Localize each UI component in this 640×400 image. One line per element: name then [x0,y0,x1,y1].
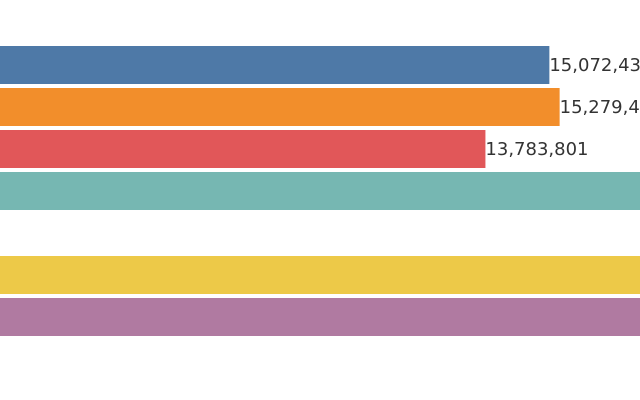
value-label: 15,072,430 [549,55,640,76]
bar [0,88,560,126]
value-label: 15,279,400 [560,97,640,118]
bar [0,46,550,84]
bar [0,172,640,210]
bar [0,298,640,336]
value-label: 13,783,801 [485,139,588,160]
bar [0,256,640,294]
bar [0,130,486,168]
